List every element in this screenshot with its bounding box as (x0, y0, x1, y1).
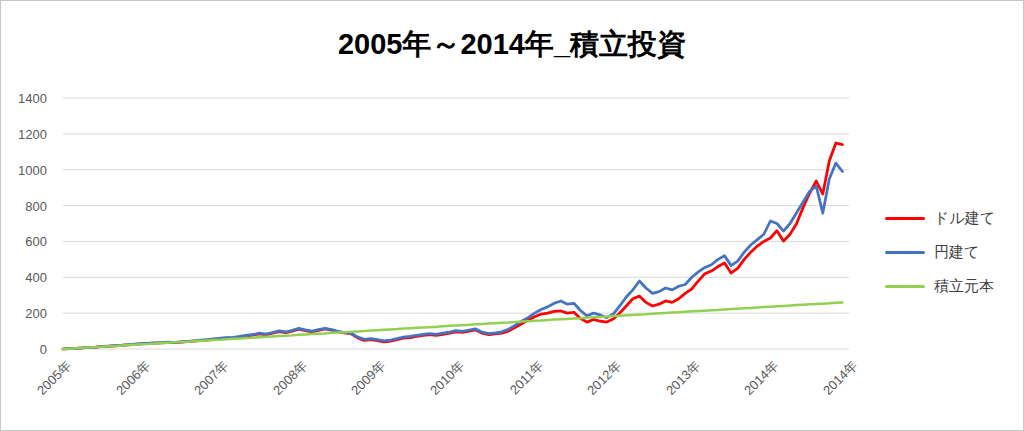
y-axis-tick-label: 600 (1, 235, 47, 248)
chart-legend: ドル建て 円建て 積立元本 (885, 207, 995, 298)
series-line-積立元本 (63, 302, 842, 349)
y-axis-tick-label: 1000 (1, 164, 47, 177)
legend-label-principal: 積立元本 (934, 277, 994, 296)
legend-item-dollar: ドル建て (885, 207, 995, 230)
legend-line-principal-icon (885, 285, 925, 288)
series-line-ドル建て (63, 143, 842, 349)
series-line-円建て (63, 163, 842, 349)
legend-line-dollar-icon (885, 217, 925, 220)
legend-label-yen: 円建て (934, 243, 979, 262)
y-axis-tick-label: 1400 (1, 92, 47, 105)
chart-screenshot: 2005年～2014年_積立投資 14001200100080060040020… (0, 0, 1024, 431)
y-axis-tick-label: 200 (1, 307, 47, 320)
y-axis-tick-label: 400 (1, 271, 47, 284)
y-axis-tick-label: 0 (1, 343, 47, 356)
legend-item-yen: 円建て (885, 241, 995, 264)
legend-item-principal: 積立元本 (885, 275, 995, 298)
y-axis-tick-label: 800 (1, 200, 47, 213)
plot-area (1, 1, 1023, 430)
legend-label-dollar: ドル建て (934, 209, 995, 228)
y-axis-tick-label: 1200 (1, 128, 47, 141)
legend-line-yen-icon (885, 251, 925, 254)
